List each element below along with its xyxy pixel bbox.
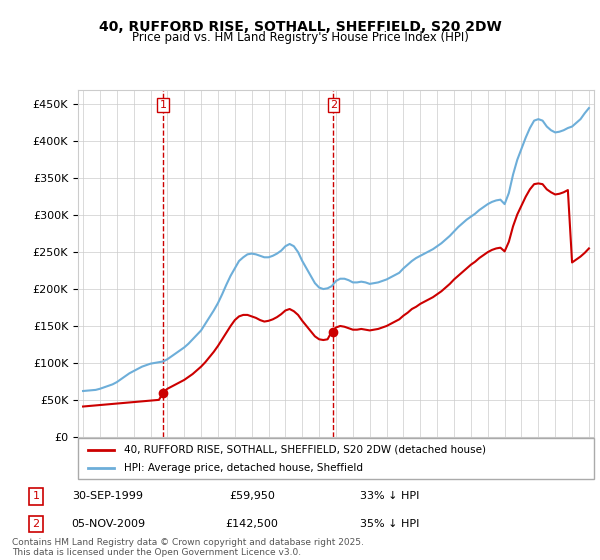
Text: 40, RUFFORD RISE, SOTHALL, SHEFFIELD, S20 2DW: 40, RUFFORD RISE, SOTHALL, SHEFFIELD, S2… bbox=[98, 20, 502, 34]
Text: Price paid vs. HM Land Registry's House Price Index (HPI): Price paid vs. HM Land Registry's House … bbox=[131, 31, 469, 44]
Text: 05-NOV-2009: 05-NOV-2009 bbox=[71, 519, 145, 529]
Text: 1: 1 bbox=[160, 100, 167, 110]
Text: 30-SEP-1999: 30-SEP-1999 bbox=[73, 492, 143, 501]
FancyBboxPatch shape bbox=[78, 438, 594, 479]
Text: HPI: Average price, detached house, Sheffield: HPI: Average price, detached house, Shef… bbox=[124, 463, 364, 473]
Text: 40, RUFFORD RISE, SOTHALL, SHEFFIELD, S20 2DW (detached house): 40, RUFFORD RISE, SOTHALL, SHEFFIELD, S2… bbox=[124, 445, 487, 455]
Text: £59,950: £59,950 bbox=[229, 492, 275, 501]
Text: 1: 1 bbox=[32, 492, 40, 501]
Text: 35% ↓ HPI: 35% ↓ HPI bbox=[361, 519, 419, 529]
Text: £142,500: £142,500 bbox=[226, 519, 278, 529]
Text: 2: 2 bbox=[330, 100, 337, 110]
Text: Contains HM Land Registry data © Crown copyright and database right 2025.
This d: Contains HM Land Registry data © Crown c… bbox=[12, 538, 364, 557]
Text: 2: 2 bbox=[32, 519, 40, 529]
Text: 33% ↓ HPI: 33% ↓ HPI bbox=[361, 492, 419, 501]
